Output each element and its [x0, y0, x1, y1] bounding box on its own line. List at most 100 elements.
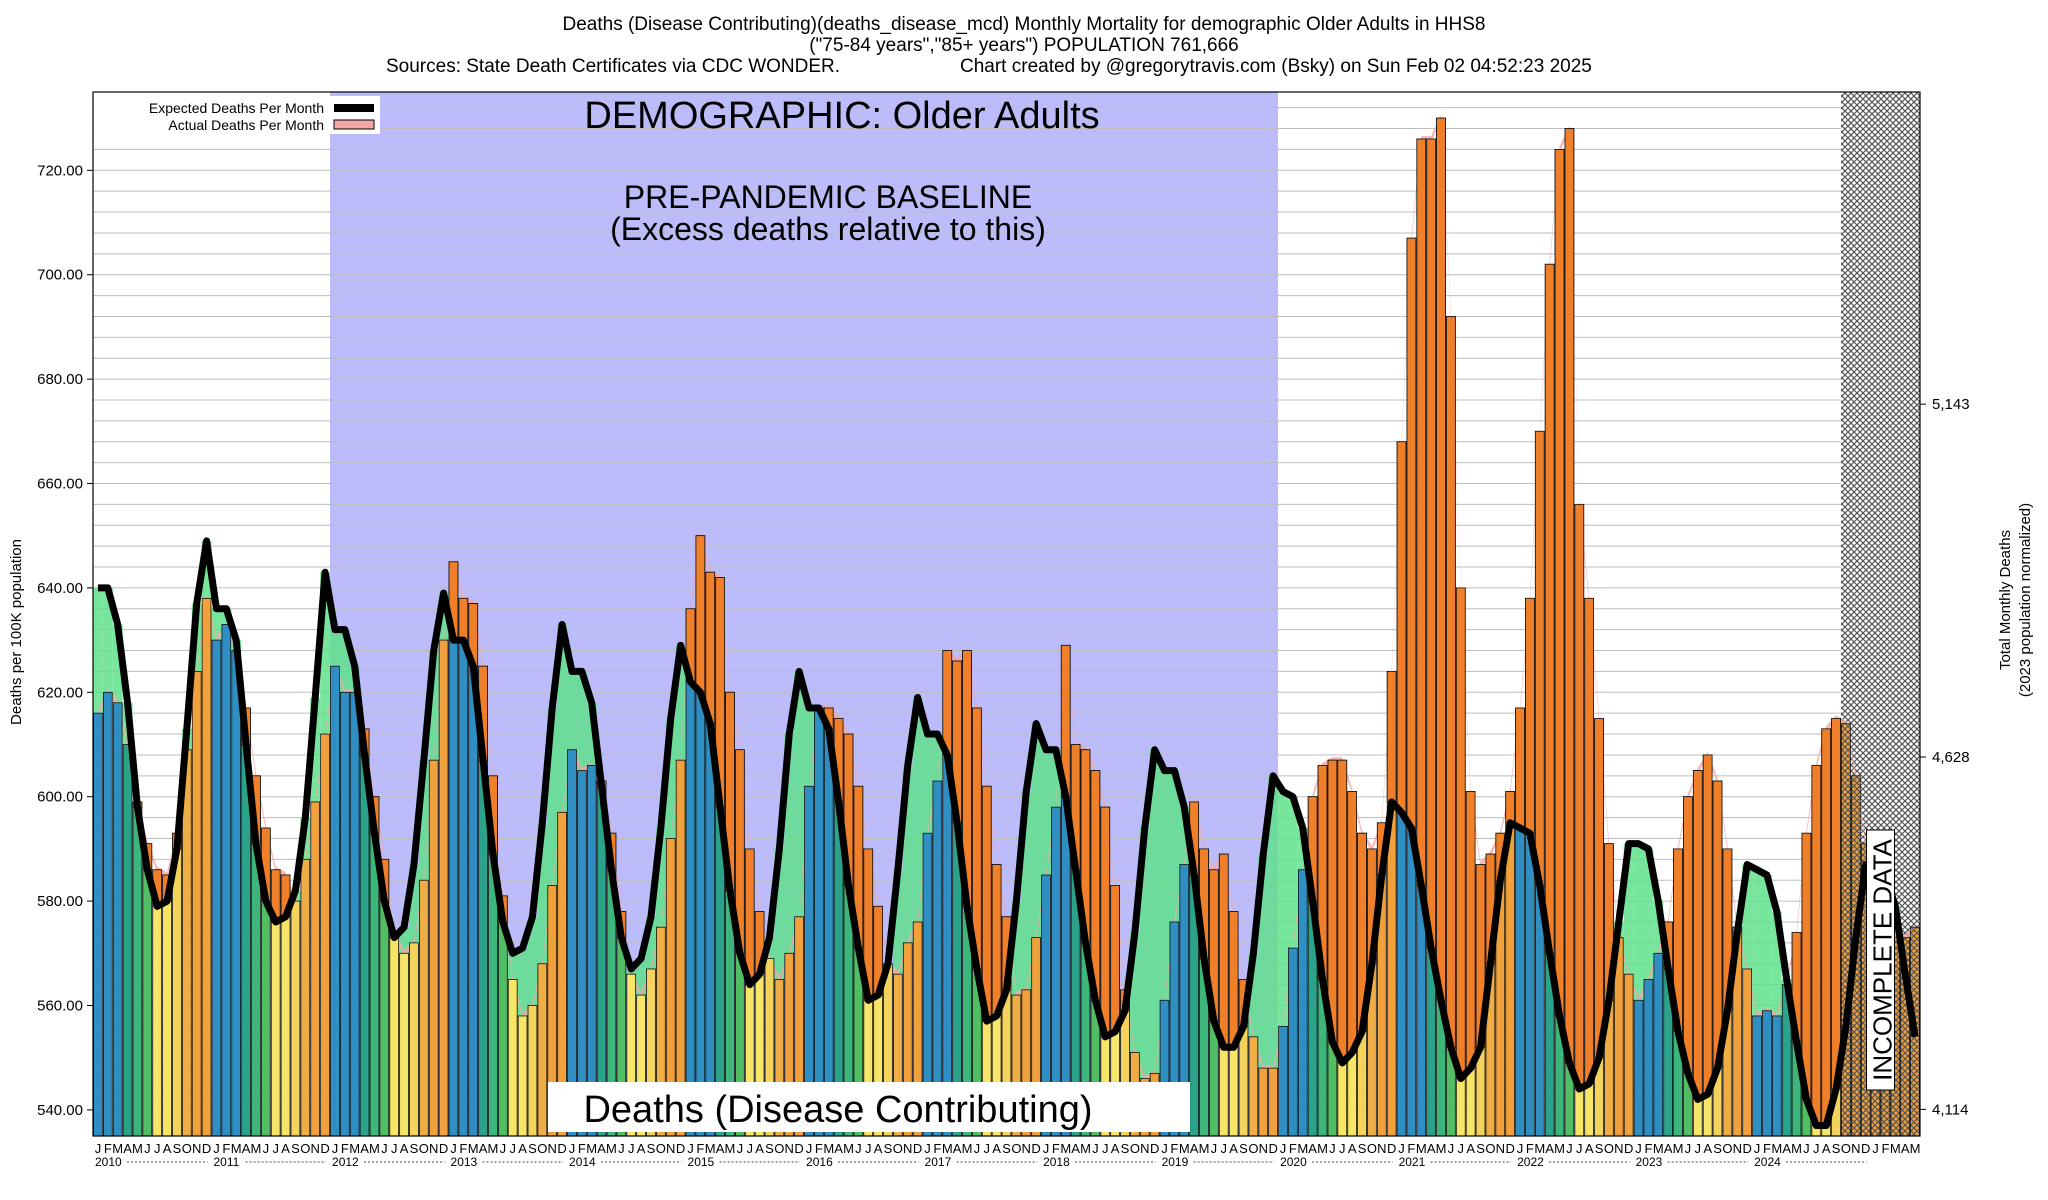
actual-bar — [1633, 999, 1644, 1137]
month-tick-label: D — [1268, 1141, 1277, 1156]
deficit-area — [428, 650, 439, 761]
month-tick-label: D — [1387, 1141, 1396, 1156]
year-tick-label: 2016 — [806, 1155, 833, 1169]
actual-bar — [458, 597, 469, 1137]
month-tick-label: J — [1339, 1141, 1346, 1156]
month-tick-label: D — [1505, 1141, 1514, 1156]
actual-bar — [1653, 952, 1664, 1137]
baseline-region — [330, 92, 1279, 1136]
month-tick-label: F — [222, 1141, 230, 1156]
actual-bar — [231, 650, 242, 1137]
deficit-area — [537, 822, 548, 964]
month-tick-label: A — [755, 1141, 764, 1156]
month-tick-label: S — [1476, 1141, 1485, 1156]
month-tick-label: A — [1703, 1141, 1712, 1156]
actual-bar — [1248, 1036, 1259, 1137]
month-tick-label: F — [1526, 1141, 1534, 1156]
month-tick-label: A — [400, 1141, 409, 1156]
actual-bar — [132, 801, 143, 1137]
month-tick-label: D — [1742, 1141, 1751, 1156]
month-tick-label: D — [1861, 1141, 1870, 1156]
month-tick-label: M — [1317, 1141, 1328, 1156]
actual-bar — [448, 561, 459, 1137]
deficit-area — [932, 734, 943, 782]
year-tick-label: 2014 — [569, 1155, 596, 1169]
chart-credit: Chart created by @gregorytravis.com (Bsk… — [960, 56, 1592, 77]
month-tick-label: J — [1221, 1141, 1228, 1156]
month-tick-label: A — [1466, 1141, 1475, 1156]
actual-bar — [191, 671, 202, 1137]
actual-bar — [409, 942, 419, 1137]
month-tick-label: N — [1614, 1141, 1623, 1156]
month-tick-label: M — [1416, 1141, 1427, 1156]
deficit-area — [902, 765, 913, 943]
year-tick-label: 2024 — [1754, 1155, 1781, 1169]
month-tick-label: M — [1910, 1141, 1921, 1156]
deficit-area — [1653, 901, 1664, 954]
actual-bar — [162, 874, 172, 1137]
excess-bar — [942, 650, 953, 756]
legend-actual-label: Actual Deaths Per Month — [168, 117, 324, 133]
y-axis-label-right-line-1: Total Monthly Deaths — [1997, 530, 2014, 670]
excess-bar — [1683, 796, 1693, 1074]
month-tick-label: A — [242, 1141, 251, 1156]
month-tick-label: O — [419, 1141, 429, 1156]
actual-bar — [1742, 968, 1753, 1137]
excess-bar — [695, 535, 706, 693]
month-tick-label: S — [1358, 1141, 1367, 1156]
month-tick-label: J — [974, 1141, 981, 1156]
deficit-area — [1623, 843, 1634, 975]
bottom-title-box — [548, 1082, 1190, 1132]
month-tick-label: S — [1832, 1141, 1841, 1156]
actual-bar — [1278, 1025, 1288, 1137]
month-tick-label: J — [1803, 1141, 1810, 1156]
month-tick-label: M — [251, 1141, 262, 1156]
month-tick-label: S — [528, 1141, 537, 1156]
deficit-area — [646, 916, 656, 969]
excess-bar — [1386, 671, 1397, 803]
deficit-area — [1752, 869, 1762, 1016]
y-axis-label-left: Deaths per 100K population — [8, 539, 25, 725]
month-tick-label: J — [450, 1141, 457, 1156]
deficit-area — [576, 671, 587, 771]
month-tick-label: M — [1554, 1141, 1565, 1156]
year-tick-label: 2021 — [1399, 1155, 1426, 1169]
deficit-area — [567, 671, 577, 750]
plot-area: 540.00 560.00 580.00 600.00 620.00 640.00 660.… — [37, 91, 1970, 1169]
excess-bar — [1436, 117, 1446, 1001]
month-tick-label: A — [834, 1141, 843, 1156]
deficit-area — [1159, 770, 1170, 1001]
month-tick-label: M — [231, 1141, 242, 1156]
excess-bar — [1831, 718, 1841, 1090]
month-tick-label: M — [606, 1141, 617, 1156]
actual-bar — [586, 764, 597, 1137]
month-tick-label: N — [1496, 1141, 1505, 1156]
month-tick-label: A — [360, 1141, 369, 1156]
month-tick-label: S — [1121, 1141, 1130, 1156]
actual-bar — [1841, 723, 1851, 1137]
excess-bar — [1811, 764, 1822, 1126]
month-tick-label: M — [1060, 1141, 1071, 1156]
month-tick-label: N — [1851, 1141, 1860, 1156]
right-tick-label: 4,114 — [1932, 1101, 1968, 1118]
deficit-area — [586, 702, 597, 766]
month-tick-label: S — [884, 1141, 893, 1156]
month-tick-label: J — [391, 1141, 398, 1156]
actual-bar — [1288, 947, 1298, 1137]
actual-bar — [1771, 1015, 1782, 1137]
month-tick-label: O — [774, 1141, 784, 1156]
actual-bar — [507, 979, 518, 1137]
month-tick-label: J — [618, 1141, 625, 1156]
deficit-area — [399, 927, 410, 954]
month-tick-label: J — [1872, 1141, 1879, 1156]
demographic-label: DEMOGRAPHIC: Older Adults — [584, 95, 1099, 137]
month-tick-label: F — [696, 1141, 704, 1156]
month-tick-label: N — [311, 1141, 320, 1156]
month-tick-label: N — [666, 1141, 675, 1156]
year-tick-label: 2020 — [1280, 1155, 1307, 1169]
month-tick-label: N — [1259, 1141, 1268, 1156]
month-tick-label: M — [1199, 1141, 1210, 1156]
excess-bar — [1446, 316, 1456, 1048]
deficit-area — [517, 948, 528, 1016]
month-tick-label: D — [1624, 1141, 1633, 1156]
